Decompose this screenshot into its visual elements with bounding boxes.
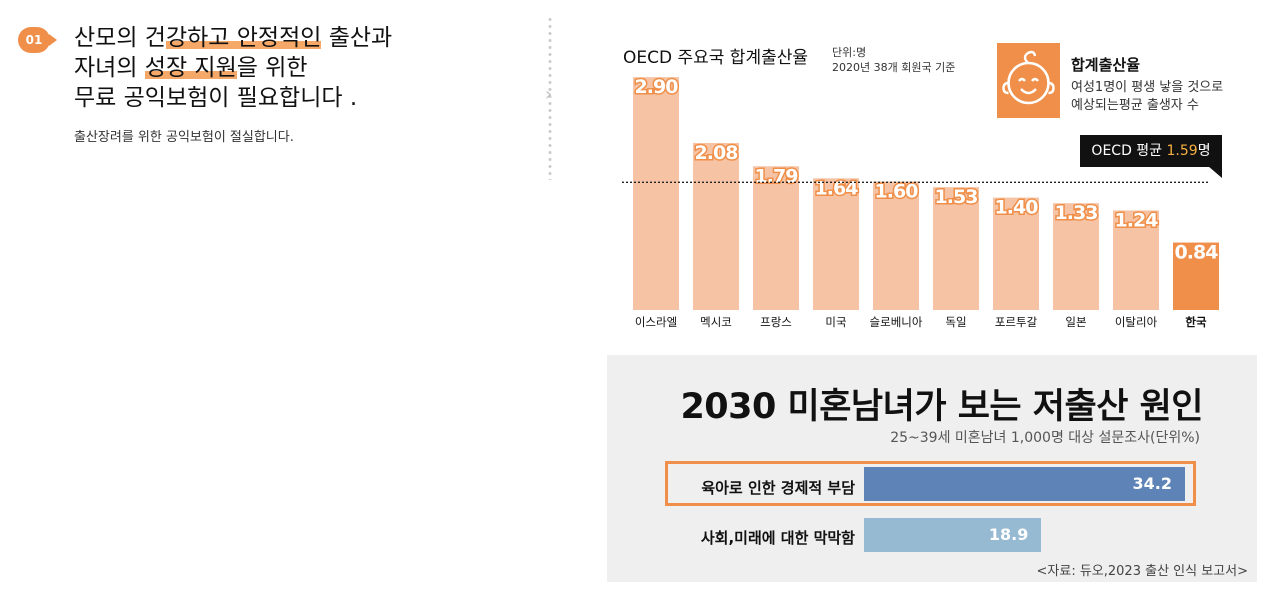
bar-value-label: 1.24 [1115,209,1159,231]
bar [1113,210,1159,310]
legend-description-line-1: 여성1명이 평생 낳을 것으로 [1071,80,1224,95]
bar-value-label: 1.60 [875,181,919,203]
number-badge: 01 [18,27,50,53]
headline-line-2-tail: 을 위한 [236,55,308,81]
headline-line-3: 무료 공익보험이 필요합니다 . [74,83,392,113]
average-label: OECD 평균 [1091,143,1167,159]
headline-line-3-text: 무료 공익보험이 필요합니다 . [74,85,358,111]
bar [693,142,739,310]
source-note: <자료: 듀오,2023 출산 인식 보고서> [1036,564,1248,579]
subheadline: 출산장려를 위한 공익보험이 절실합니다. [74,130,294,145]
survey-bar: 34.2 [864,467,1185,501]
bar [633,77,679,310]
survey-value-label: 34.2 [1132,474,1172,493]
highlight-frame [665,461,1196,506]
survey-subtitle: 25~39세 미혼남녀 1,000명 대상 설문조사(단위%) [890,430,1200,446]
bar-value-label: 1.33 [1055,202,1098,224]
fertility-bar-chart: 2.90 이스라엘 2.08 멕시코 1.79 프랑스 1.64 미국 1.60 슬로베니아 1.5… [622,75,1221,329]
category-label: 이탈리아 [1115,315,1158,329]
headline-line-1-text: 산모의 건 [74,25,166,51]
legend-title: 합계출산율 [1071,56,1141,74]
bar [873,181,919,310]
chart-basis: 2020년 38개 회원국 기준 [832,61,956,74]
headline-line-1: 산모의 건강하고 안정적인 출산과 [74,23,392,53]
category-label: 미국 [825,315,846,329]
bar-value-label: 1.40 [995,197,1039,219]
category-label: 이스라엘 [635,315,677,329]
average-callout: OECD 평균 1.59명 [1080,135,1222,167]
chart-title: OECD 주요국 합계출산율 [623,48,809,68]
average-callout-pointer [1208,166,1222,178]
survey-value-label: 18.9 [988,525,1029,544]
headline-line-2-highlight: 성장 지원 [144,55,237,81]
average-value: 1.59 [1166,143,1198,159]
category-label: 멕시코 [700,315,732,329]
survey-bar: 18.9 [864,518,1042,552]
badge-pointer-icon [49,34,57,46]
category-label: 일본 [1065,315,1086,329]
survey-category-label: 사회,미래에 대한 막막함 [700,529,855,547]
category-label: 독일 [945,315,966,329]
bar-value-label: 2.08 [695,142,739,164]
category-label: 포르투갈 [995,315,1038,329]
chart-unit: 단위:명 [832,46,867,59]
bar [993,197,1039,310]
baby-face-icon [1002,50,1055,105]
chevron-right-icon: › [545,84,553,105]
legend-icon-box [997,43,1060,118]
bar [933,187,979,310]
bar-value-label: 2.90 [635,76,679,98]
bar [1173,242,1219,310]
bar [813,178,859,310]
headline-line-1-tail: 출산과 [321,25,393,51]
category-label: 한국 [1185,315,1207,329]
bar-value-label: 1.53 [935,186,978,208]
bar [753,166,799,310]
bar-value-label: 0.84 [1175,242,1219,264]
bar-value-label: 1.79 [755,165,798,187]
headline-line-1-highlight: 강하고 안정적인 [165,25,322,51]
category-label: 슬로베니아 [870,315,923,329]
survey-title: 2030 미혼남녀가 보는 저출산 원인 [680,387,1203,427]
category-label: 프랑스 [760,315,792,329]
legend-description-line-2: 예상되는평균 출생자 수 [1071,98,1199,113]
survey-category-label: 육아로 인한 경제적 부담 [701,479,855,497]
dotted-divider [548,16,552,180]
average-unit: 명 [1197,143,1211,159]
headline: 산모의 건강하고 안정적인 출산과 자녀의 성장 지원을 위한 무료 공익보험이… [74,23,392,113]
headline-line-2: 자녀의 성장 지원을 위한 [74,53,392,83]
headline-line-2-text: 자녀의 [74,55,145,81]
bar-value-label: 1.64 [815,177,859,199]
bar [1053,203,1099,310]
